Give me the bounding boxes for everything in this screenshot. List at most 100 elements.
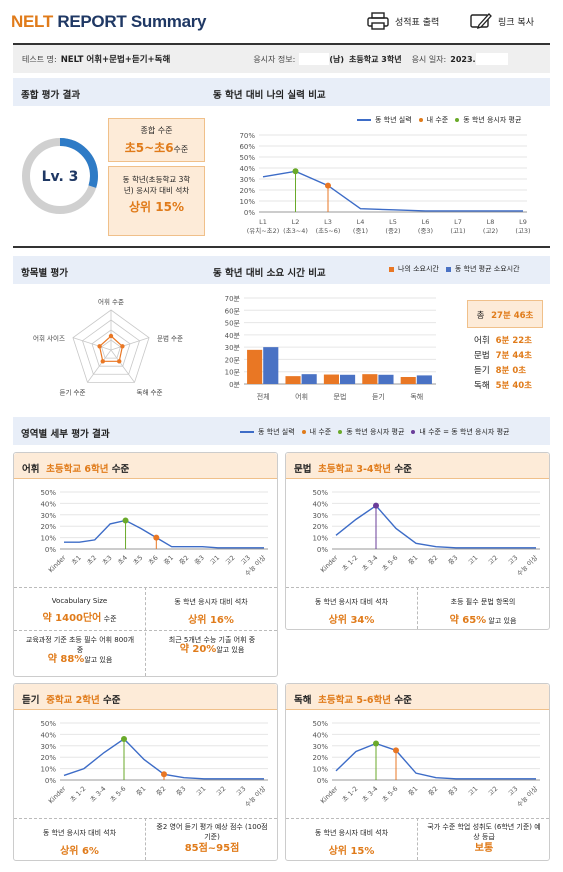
x-tick-label: L2 [292,218,300,226]
radar-ring [91,329,131,367]
item-eval-title: 항목별 평가 [21,268,69,279]
reading-grade-cell: 국가 수준 학업 성취도 (6학년 기준) 예상 등급 보통 [427,823,541,854]
detail-chart-legend: 동 학년 실력 내 수준 동 학년 응시자 평균 내 수준 = 동 학년 응시자… [240,427,509,437]
y-tick-label: 60분 [225,307,241,315]
brand-title: NELT REPORT Summary [11,12,207,31]
time-label: 듣기 [474,366,490,376]
test-info-bar: 테스트 명: NELT 어휘+문법+듣기+독해 응시자 정보: (남) 초등학교… [13,43,550,73]
x-tick-label: 독해 [410,392,423,401]
me-point [153,534,160,541]
x-tick-label: 초5 [132,554,145,567]
y-tick-label: 0분 [229,381,240,389]
x-tick-label: 중3 [447,785,460,798]
x-tick-label: 초 3-4 [89,785,108,804]
x-tick-label: 고3 [235,785,248,798]
overall-rank-label: 동 학년(초등학교 3학년) 응시자 대비 석차 [122,175,191,195]
y-tick-label: 0% [244,209,255,217]
vocab-card-header: 어휘 초등학교 6학년 수준 [14,453,277,479]
time-label: 독해 [474,381,490,391]
radar-point [97,344,102,349]
x-tick-label: 수능 이상 [515,553,540,578]
listening-rank-cell: 동 학년 응시자 대비 석차 상위 6% [42,829,117,857]
report-header: NELT REPORT Summary 성적표 출력 링크 복사 [0,0,563,42]
total-time-value: 27분 46초 [491,311,534,321]
x-tick-label: 중3 [175,785,188,798]
x-tick-label: L3 [324,218,332,226]
time-bar [285,376,301,384]
overall-section-header: 종합 평가 결과 동 학년 대비 나의 실력 비교 [13,78,550,106]
link-edit-icon [470,13,492,30]
x-tick-label: Kinder [47,554,68,575]
copy-label: 링크 복사 [498,17,534,28]
copy-link-button[interactable]: 링크 복사 [470,12,534,30]
test-date-label: 응시 일자: [411,54,447,64]
radar-axis [87,349,112,383]
taker-info-label: 응시자 정보: [253,54,296,64]
x-tick-label: L6 [422,218,430,226]
skill-series-line [262,170,523,212]
radar-axis [110,337,150,351]
x-tick-label: L4 [357,218,365,226]
x-tick-label: 중1 [407,554,420,567]
x-tick-label: (초5~6) [316,227,341,235]
x-tick-label: Kinder [47,785,68,806]
skill-compare-chart: 0% 10% 20% 30% 40% 50% 60% 70% L1(유치~초2) L2(초3~4)… [239,132,530,235]
x-tick-label: 고1 [467,554,480,567]
time-value: 5분 40초 [495,381,532,391]
x-tick-label: L5 [389,218,397,226]
taker-name-redacted [299,53,330,65]
y-tick-label: 10% [40,766,56,774]
y-tick-label: 50% [239,154,255,162]
x-tick-label: 초 5-6 [109,785,128,804]
grammar-chart: 0% 10% 20% 30% 40% 50% Kinder 초 1-2 초 3-4 초 5-6 중1… [312,489,540,578]
y-tick-label: 10분 [225,369,241,377]
y-tick-label: 0% [45,777,56,785]
x-tick-label: 고2 [487,785,500,798]
section-divider [13,246,550,248]
x-tick-label: 초2 [85,554,98,567]
y-tick-label: 30% [40,512,56,520]
avg-point [373,740,379,747]
x-tick-label: 초 1-2 [69,785,88,804]
x-tick-label: 중2 [427,554,440,567]
x-tick-label: Kinder [319,785,340,806]
test-name-value: NELT 어휘+문법+듣기+독해 [60,55,171,65]
print-report-button[interactable]: 성적표 출력 [367,12,439,30]
vocab-card: 어휘 초등학교 6학년 수준 0% 10% 20% 30% 40% 50% Kinder 초1… [13,452,278,677]
y-tick-label: 0% [317,777,328,785]
y-tick-label: 30% [312,743,328,751]
x-tick-label: 듣기 [372,392,385,401]
time-bar [301,374,317,384]
x-tick-label: 중2 [155,785,168,798]
radar-label: 어휘 사이즈 [33,334,65,343]
taker-gender: (남) [329,54,345,64]
y-tick-label: 20% [312,754,328,762]
time-bar [323,374,339,384]
x-tick-label: 고1 [467,785,480,798]
x-tick-label: 초 5-6 [381,785,400,804]
x-tick-label: 고2 [224,554,237,567]
y-tick-label: 50% [312,489,328,497]
x-tick-label: (고2) [483,227,498,235]
y-tick-label: 40% [239,165,255,173]
time-compare-title: 동 학년 대비 소요 시간 비교 [213,268,326,279]
total-time-box: 총 27분 46초 [467,300,543,328]
detail-section-header: 영역별 세부 평가 결과 [13,417,550,445]
me-point [325,182,331,189]
x-tick-label: (고1) [450,227,465,235]
radar-ring [72,309,150,383]
y-tick-label: 0% [317,546,328,554]
x-tick-label: 초6 [147,554,160,567]
radar-label: 듣기 수준 [59,387,85,396]
grammar-card-header: 문법 초등학교 3-4학년 수준 [286,453,549,479]
radar-axis [110,349,135,383]
y-tick-label: 10% [40,535,56,543]
y-tick-label: 10% [312,535,328,543]
grammar-required-cell: 초등 필수 문법 항목의 약 65% 알고 있음 [449,598,517,626]
listening-score-cell: 중2 영어 듣기 평가 예상 점수 (100점 기준) 85점~95점 [156,823,268,854]
y-tick-label: 50% [312,720,328,728]
x-tick-label: 수능 이상 [243,784,268,809]
x-tick-label: (중3) [418,227,433,235]
detail-title: 영역별 세부 평가 결과 [21,429,110,440]
